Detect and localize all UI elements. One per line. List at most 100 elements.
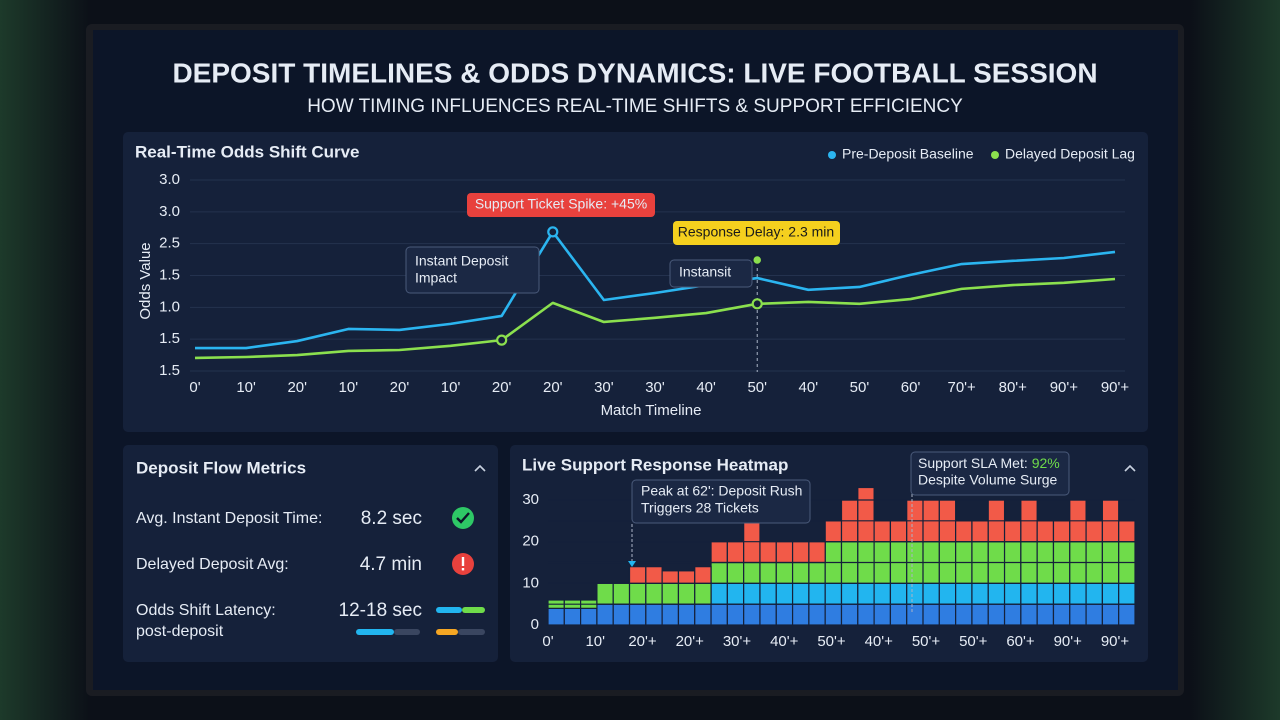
x-tick-label: 30'+ [723,633,752,650]
heatmap-cell [775,582,794,605]
heatmap-cell [938,603,957,626]
heatmap-cell [889,520,908,543]
heatmap-cell [677,582,696,605]
y-tick-label: 2.5 [159,235,180,252]
x-tick-label: 50'+ [817,633,846,650]
heatmap-cell [645,603,663,626]
sla-callout-text: Support SLA Met: 92% [918,455,1060,471]
collapse-chevron[interactable] [1124,464,1136,472]
heatmap-cell [759,582,777,605]
heatmap-cell [759,541,777,564]
x-tick-label: 50'+ [912,633,941,650]
heatmap-cell [726,603,745,626]
point-marker [496,334,508,346]
sla-callout [910,451,1070,496]
heatmap-cell [612,582,631,605]
metric-label: Avg. Instant Deposit Time: [136,510,322,527]
line-chart-title: Real-Time Odds Shift Curve [135,142,360,161]
heatmap-cell [791,603,810,626]
delay-callout-text: Response Delay: 2.3 min [678,224,834,240]
x-tick-label: 40' [696,379,716,396]
heatmap-cell [694,582,712,605]
x-tick-label: 80'+ [999,379,1028,396]
y-tick-label: 1.0 [159,298,180,315]
heatmap-cell [906,582,924,605]
heatmap-cell [791,541,810,564]
heatmap-cell [955,582,973,605]
heatmap-cell [547,607,565,626]
x-tick-label: 90'+ [1050,379,1079,396]
metric-label: Delayed Deposit Avg: [136,556,289,573]
collapse-chevron[interactable] [474,464,486,472]
heatmap-cell [1118,603,1136,626]
mini-bar [462,607,485,613]
check-mark [456,512,470,524]
legend-swatch [828,151,836,159]
x-tick-label: 30' [594,379,614,396]
heatmap-cell [857,603,875,626]
legend-label: Pre-Deposit Baseline [842,146,974,162]
heatmap-cell [1052,603,1071,626]
mini-bar [436,607,462,613]
peak-callout [631,479,811,524]
heatmap-cell [840,582,859,605]
alert-bar [461,557,465,566]
heatmap-cell [710,561,728,584]
y-tick-label: 20 [522,533,539,550]
heatmap-cell [1020,603,1038,626]
metric-value: 12-18 sec [339,600,422,621]
heatmap-cell [824,603,843,626]
heatmap-cell [694,603,712,626]
heatmap-cell [580,607,598,626]
x-tick-label: 0' [542,633,553,650]
heatmap-cell [628,603,647,626]
heatmap-cell [955,520,973,543]
heatmap-cell [808,582,826,605]
heatmap-cell [677,603,696,626]
heatmap-cell [1085,520,1103,543]
heatmap-cell [743,561,761,584]
heatmap-cell [1101,582,1120,605]
heatmap-cell [1069,582,1087,605]
x-tick-label: 70'+ [948,379,977,396]
heatmap-cell [971,603,989,626]
heatmap-cell [1003,603,1022,626]
heatmap-cell [596,582,614,605]
x-axis-label: Match Timeline [601,402,702,419]
heatmap-cell [922,582,940,605]
instant-callout-text: Instansit [679,264,731,280]
heatmap-cell [1118,582,1136,605]
x-tick-label: 60'+ [1006,633,1035,650]
delay-callout [673,221,840,245]
x-tick-label: 20' [543,379,563,396]
heatmap-cell [791,582,810,605]
heatmap-cell [1003,582,1022,605]
heatmap-cell [661,582,680,605]
x-tick-label: 10' [339,379,359,396]
series-line [194,277,1116,360]
mini-bar [436,629,458,635]
heatmap-cell [824,582,843,605]
x-tick-label: 0' [189,379,200,396]
heatmap-cell [661,570,680,584]
x-tick-label: 90'+ [1101,633,1130,650]
heatmap-cell [775,561,794,584]
legend-label: Delayed Deposit Lag [1005,146,1135,162]
heatmap-cell [906,603,924,626]
x-tick-label: 40' [799,379,819,396]
mini-bar [394,629,420,635]
heatmap-cell [1036,603,1055,626]
sla-prefix: Support SLA Met: [918,455,1028,471]
x-tick-label: 90'+ [1054,633,1083,650]
y-tick-label: 0 [531,616,539,633]
heatmap-cell [873,582,892,605]
x-tick-label: 30' [645,379,665,396]
sla-highlight: 92% [1032,455,1060,471]
heatmap-cell [645,582,663,605]
x-tick-label: 10' [236,379,256,396]
impact-callout [405,246,540,294]
heatmap-cell [824,520,843,543]
heatmap-cell [726,582,745,605]
